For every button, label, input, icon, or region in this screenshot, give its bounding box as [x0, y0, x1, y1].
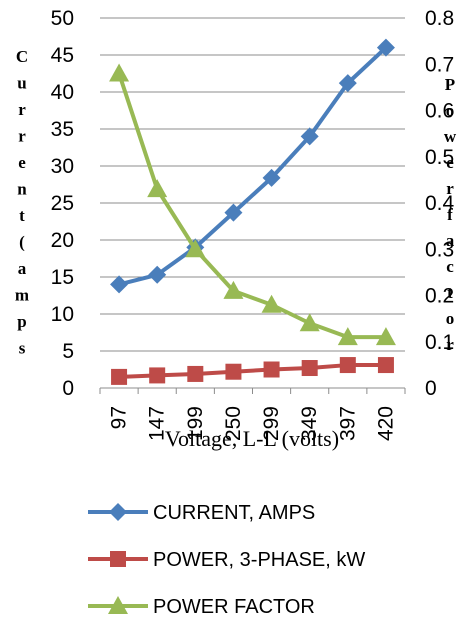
y-tick-label: 50: [51, 7, 74, 30]
data-point: [147, 179, 168, 198]
y2-tick-label: 0.4: [425, 192, 455, 215]
data-point: [261, 294, 282, 313]
y2-axis-label-char: f: [447, 205, 453, 224]
y-tick-label: 45: [51, 44, 74, 67]
data-point: [148, 265, 167, 284]
series-line: [118, 46, 388, 287]
x-tick-label: 397: [336, 406, 359, 441]
data-point: [337, 327, 358, 346]
y-tick-label: 20: [51, 229, 74, 252]
data-point: [149, 367, 166, 384]
y-axis-label-char: u: [17, 74, 26, 93]
y2-axis-label-char: t: [447, 283, 453, 302]
y-axis-label-char: (: [19, 233, 25, 252]
data-point: [299, 313, 320, 332]
data-point: [300, 127, 319, 146]
y2-tick-label: 0.2: [425, 285, 454, 308]
data-point: [224, 203, 243, 222]
data-point: [376, 38, 395, 57]
y2-tick-label: 0.3: [425, 238, 454, 261]
legend-marker-triangle: [108, 596, 128, 614]
y-tick-label: 10: [51, 303, 74, 326]
x-tick-label: 299: [260, 406, 283, 441]
data-point: [110, 275, 129, 294]
y-axis-label-char: C: [16, 47, 28, 66]
y-tick-label: 35: [51, 118, 74, 141]
y2-axis-label-char: P: [445, 75, 455, 94]
y-axis-label-char: p: [17, 312, 26, 331]
legend-marker-square: [110, 551, 126, 567]
x-axis-label: Voltage, L-L (volts): [165, 426, 339, 451]
y-tick-label: 5: [62, 340, 74, 363]
legend-label: POWER FACTOR: [153, 596, 315, 618]
y-axis-ticks: 0 5 10 15 20 25 30 35 40 45 50: [51, 7, 74, 400]
data-point: [225, 363, 242, 380]
y-tick-label: 25: [51, 192, 74, 215]
y2-tick-label: 0.6: [425, 100, 454, 123]
data-point: [377, 357, 394, 374]
legend-label: CURRENT, AMPS: [153, 502, 315, 524]
x-tick-label: 199: [184, 406, 207, 441]
y2-tick-label: 0.5: [425, 146, 454, 169]
y-axis-label-char: m: [15, 286, 29, 305]
y2-axis-label-char: r: [446, 335, 454, 354]
data-point: [339, 357, 356, 374]
x-axis-ticks: 97 147 199 250 299 349 397 420: [99, 388, 406, 441]
x-tick-label: 420: [374, 406, 397, 441]
y-tick-label: 30: [51, 155, 74, 178]
gridlines: [100, 17, 405, 352]
legend: CURRENT, AMPS POWER, 3-PHASE, kW POWER FAC…: [88, 502, 365, 618]
data-point: [301, 360, 318, 377]
data-point: [262, 168, 281, 187]
y-axis-label-char: e: [18, 153, 26, 172]
y2-axis-label-char: a: [446, 231, 455, 250]
legend-label: POWER, 3-PHASE, kW: [153, 549, 365, 571]
y2-axis-label-char: e: [446, 153, 454, 172]
y2-tick-label: 0.7: [425, 53, 454, 76]
y2-tick-label: 0.1: [425, 331, 454, 354]
data-point: [223, 280, 244, 299]
x-tick-label: 147: [146, 406, 169, 441]
data-point: [109, 63, 130, 82]
series-line: [117, 72, 386, 340]
y-tick-label: 0: [62, 377, 74, 400]
data-point: [185, 239, 206, 258]
y2-tick-label: 0: [425, 377, 437, 400]
y2-axis-label-char: o: [446, 101, 455, 120]
x-tick-label: 97: [108, 406, 131, 429]
data-point: [111, 368, 128, 385]
y-axis-label-char: r: [18, 100, 26, 119]
legend-marker-diamond: [109, 503, 127, 521]
y2-tick-label: 0.8: [425, 7, 454, 30]
y2-axis-label-char: o: [446, 309, 455, 328]
data-point: [187, 365, 204, 382]
data-point: [338, 74, 357, 93]
y2-axis-label-char: w: [444, 127, 457, 146]
y2-axis-ticks: 0 0.1 0.2 0.3 0.4 0.5 0.6 0.7 0.8: [425, 7, 455, 400]
y2-axis-label-char: c: [446, 257, 454, 276]
y-axis-label-char: s: [19, 339, 26, 358]
x-tick-label: 349: [298, 406, 321, 441]
y-axis-label-char: t: [19, 206, 25, 225]
y-tick-label: 40: [51, 81, 74, 104]
y-axis-label-char: r: [18, 127, 26, 146]
data-point: [263, 361, 280, 378]
y-tick-label: 15: [51, 266, 74, 289]
y-axis-label-char: n: [17, 180, 27, 199]
data-point: [375, 327, 396, 346]
y-axis-label-char: a: [18, 259, 27, 278]
y2-axis-label-char: r: [446, 179, 454, 198]
series-group: [109, 38, 396, 385]
x-tick-label: 250: [222, 406, 245, 441]
